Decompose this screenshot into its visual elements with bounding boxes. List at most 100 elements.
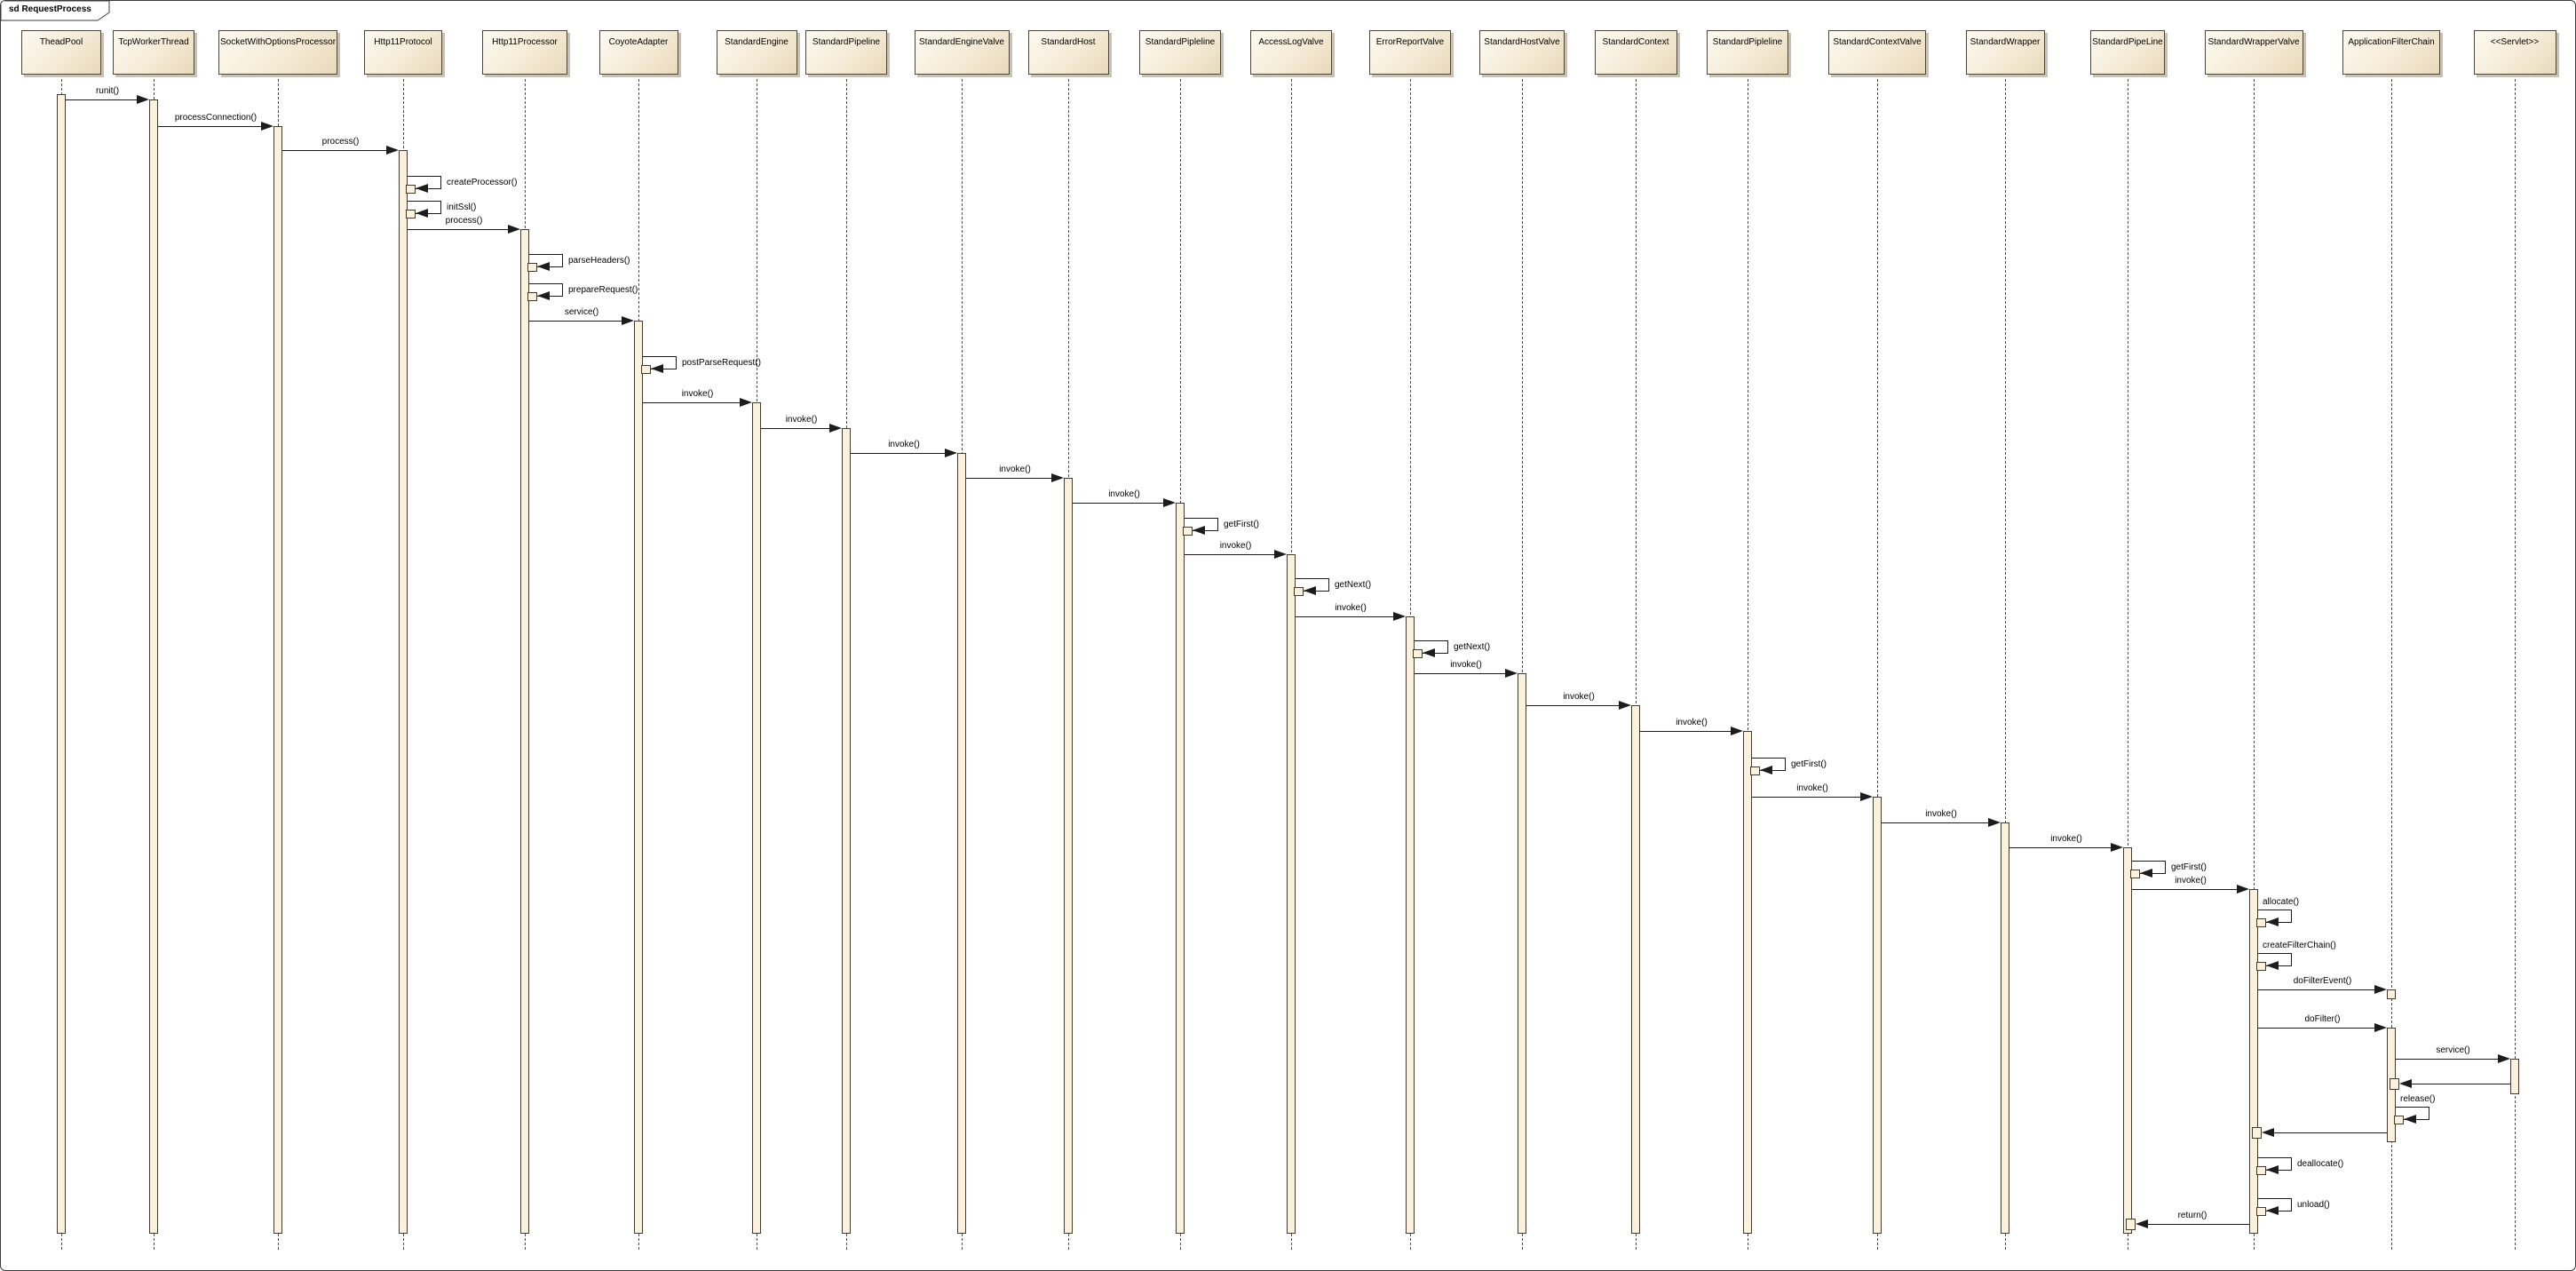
lifeline-box: StandardHostValve bbox=[1479, 30, 1565, 75]
arrowhead-icon bbox=[2266, 1165, 2279, 1174]
lifeline-label: Http11Processor bbox=[492, 37, 558, 47]
arrowhead-icon bbox=[2140, 869, 2152, 878]
message-label: processConnection() bbox=[174, 113, 258, 123]
message-label: return() bbox=[2177, 1211, 2207, 1220]
lifeline-label: TheadPool bbox=[39, 37, 83, 47]
nested-activation-box bbox=[2256, 918, 2266, 927]
message-label: invoke() bbox=[2175, 876, 2207, 886]
message-label: createProcessor() bbox=[447, 178, 518, 187]
message-line bbox=[1752, 797, 1862, 798]
lifeline-box: ErrorReportValve bbox=[1369, 30, 1451, 75]
arrowhead-icon bbox=[1731, 727, 1743, 735]
message-label: invoke() bbox=[681, 389, 714, 399]
message-line bbox=[851, 453, 947, 454]
lifeline-label: StandardPipeline bbox=[812, 37, 881, 47]
message-line bbox=[761, 428, 831, 429]
arrowhead-icon bbox=[2374, 1023, 2387, 1032]
lifeline-box: StandardEngine bbox=[716, 30, 797, 75]
arrowhead-icon bbox=[416, 209, 428, 218]
message-label: allocate() bbox=[2263, 897, 2300, 907]
arrowhead-icon bbox=[1051, 473, 1064, 482]
lifeline-label: StandardEngine bbox=[725, 37, 789, 47]
nested-activation-box bbox=[641, 365, 651, 374]
nested-activation-box bbox=[2130, 870, 2140, 878]
message-label: service() bbox=[564, 307, 599, 317]
message-label: invoke() bbox=[785, 415, 818, 425]
arrowhead-icon bbox=[1193, 526, 1205, 535]
arrowhead-icon bbox=[261, 122, 273, 131]
arrowhead-icon bbox=[1988, 818, 2001, 827]
arrowhead-icon bbox=[1505, 669, 1518, 678]
lifeline-box: StandardPipeline bbox=[805, 30, 887, 75]
lifeline-dashed-line bbox=[2515, 75, 2516, 1250]
activation-bar bbox=[1064, 478, 1073, 1234]
arrowhead-icon bbox=[1760, 766, 1772, 775]
lifeline-label: StandardContext bbox=[1602, 37, 1669, 47]
activation-bar bbox=[634, 321, 643, 1234]
lifeline-box: StandardPipleline bbox=[1707, 30, 1788, 75]
message-line bbox=[2147, 1224, 2249, 1225]
message-line bbox=[529, 321, 623, 322]
message-label: process() bbox=[321, 137, 360, 147]
message-line bbox=[408, 229, 510, 230]
message-label: invoke() bbox=[1335, 603, 1367, 613]
message-label: parseHeaders() bbox=[568, 256, 630, 266]
nested-activation-box bbox=[406, 185, 416, 194]
arrowhead-icon bbox=[1619, 701, 1631, 710]
arrowhead-icon bbox=[2266, 918, 2279, 926]
message-line bbox=[1415, 673, 1507, 674]
lifeline-box: SocketWithOptionsProcessor bbox=[218, 30, 337, 75]
message-line bbox=[1073, 503, 1165, 504]
message-label: invoke() bbox=[1796, 783, 1828, 793]
activation-bar bbox=[1631, 705, 1640, 1234]
message-label: invoke() bbox=[1450, 660, 1482, 670]
arrowhead-icon bbox=[416, 184, 428, 193]
activation-bar bbox=[520, 229, 529, 1234]
activation-bar bbox=[752, 402, 761, 1234]
arrowhead-icon bbox=[1423, 648, 1435, 657]
arrowhead-icon bbox=[829, 424, 842, 433]
message-label: postParseRequest() bbox=[682, 358, 761, 368]
arrowhead-icon bbox=[386, 146, 399, 155]
lifeline-dashed-line bbox=[1522, 75, 1523, 1250]
message-label: invoke() bbox=[1676, 718, 1708, 727]
lifeline-dashed-line bbox=[1636, 75, 1637, 1250]
message-line bbox=[158, 126, 263, 127]
lifeline-label: CoyoteAdapter bbox=[608, 37, 669, 47]
lifeline-label: StandardPipleline bbox=[1145, 37, 1216, 47]
message-label: getFirst() bbox=[1224, 520, 1259, 529]
message-line bbox=[2396, 1059, 2500, 1060]
message-label: createFilterChain() bbox=[2263, 941, 2336, 950]
arrowhead-icon bbox=[2374, 985, 2387, 994]
activation-bar bbox=[149, 99, 158, 1234]
arrowhead-icon bbox=[1393, 612, 1406, 621]
message-line bbox=[1640, 731, 1732, 732]
lifeline-label: StandardHost bbox=[1041, 37, 1096, 47]
arrowhead-icon bbox=[508, 225, 520, 234]
message-label: getNext() bbox=[1454, 642, 1491, 652]
nested-activation-box bbox=[2256, 1166, 2266, 1175]
activation-bar bbox=[1743, 731, 1752, 1234]
message-line bbox=[966, 478, 1053, 479]
lifeline-box: ApplicationFilterChain bbox=[2342, 30, 2440, 75]
message-line bbox=[1296, 616, 1395, 617]
message-line bbox=[1882, 822, 1990, 823]
message-label: doFilterEvent() bbox=[2293, 976, 2352, 986]
nested-activation-box bbox=[1413, 649, 1423, 658]
message-label: process() bbox=[445, 216, 483, 226]
message-line bbox=[66, 99, 139, 100]
activation-bar bbox=[2001, 822, 2009, 1234]
nested-activation-box bbox=[406, 210, 416, 218]
message-line bbox=[2132, 889, 2239, 890]
nested-activation-box bbox=[2256, 1207, 2266, 1216]
lifeline-box: Http11Protocol bbox=[364, 30, 442, 75]
arrowhead-icon bbox=[1304, 586, 1316, 595]
message-label: getFirst() bbox=[1791, 759, 1827, 769]
lifeline-dashed-line bbox=[2254, 75, 2255, 1250]
arrowhead-icon bbox=[2111, 843, 2123, 852]
message-label: invoke() bbox=[888, 440, 920, 449]
lifeline-box: StandardWrapperValve bbox=[2204, 30, 2303, 75]
message-line bbox=[2009, 847, 2112, 848]
lifeline-box: StandardPipeLine bbox=[2090, 30, 2165, 75]
